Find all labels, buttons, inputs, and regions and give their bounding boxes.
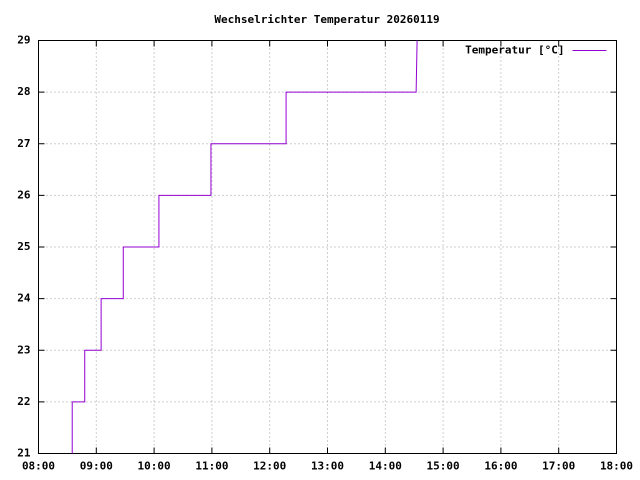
y-tick-label: 23 xyxy=(17,343,30,356)
y-tick-label: 26 xyxy=(17,188,31,201)
x-tick-label: 11:00 xyxy=(195,460,228,473)
x-tick-label: 10:00 xyxy=(138,460,171,473)
y-tick-label: 28 xyxy=(17,85,30,98)
y-tick-label: 21 xyxy=(17,447,31,460)
y-tick-label: 29 xyxy=(17,34,30,47)
chart-title: Wechselrichter Temperatur 20260119 xyxy=(214,13,439,26)
y-tick-label: 22 xyxy=(17,395,30,408)
x-tick-label: 16:00 xyxy=(484,460,517,473)
x-tick-label: 08:00 xyxy=(22,460,55,473)
y-tick-label: 27 xyxy=(17,137,30,150)
x-tick-label: 14:00 xyxy=(369,460,402,473)
x-tick-label: 12:00 xyxy=(253,460,286,473)
x-tick-label: 18:00 xyxy=(600,460,633,473)
x-tick-label: 17:00 xyxy=(542,460,575,473)
y-tick-label: 24 xyxy=(17,292,31,305)
x-tick-label: 13:00 xyxy=(311,460,344,473)
legend-label: Temperatur [°C] xyxy=(465,44,564,57)
data-line xyxy=(71,40,418,454)
x-tick-label: 09:00 xyxy=(80,460,113,473)
x-tick-label: 15:00 xyxy=(427,460,460,473)
y-tick-label: 25 xyxy=(17,240,30,253)
